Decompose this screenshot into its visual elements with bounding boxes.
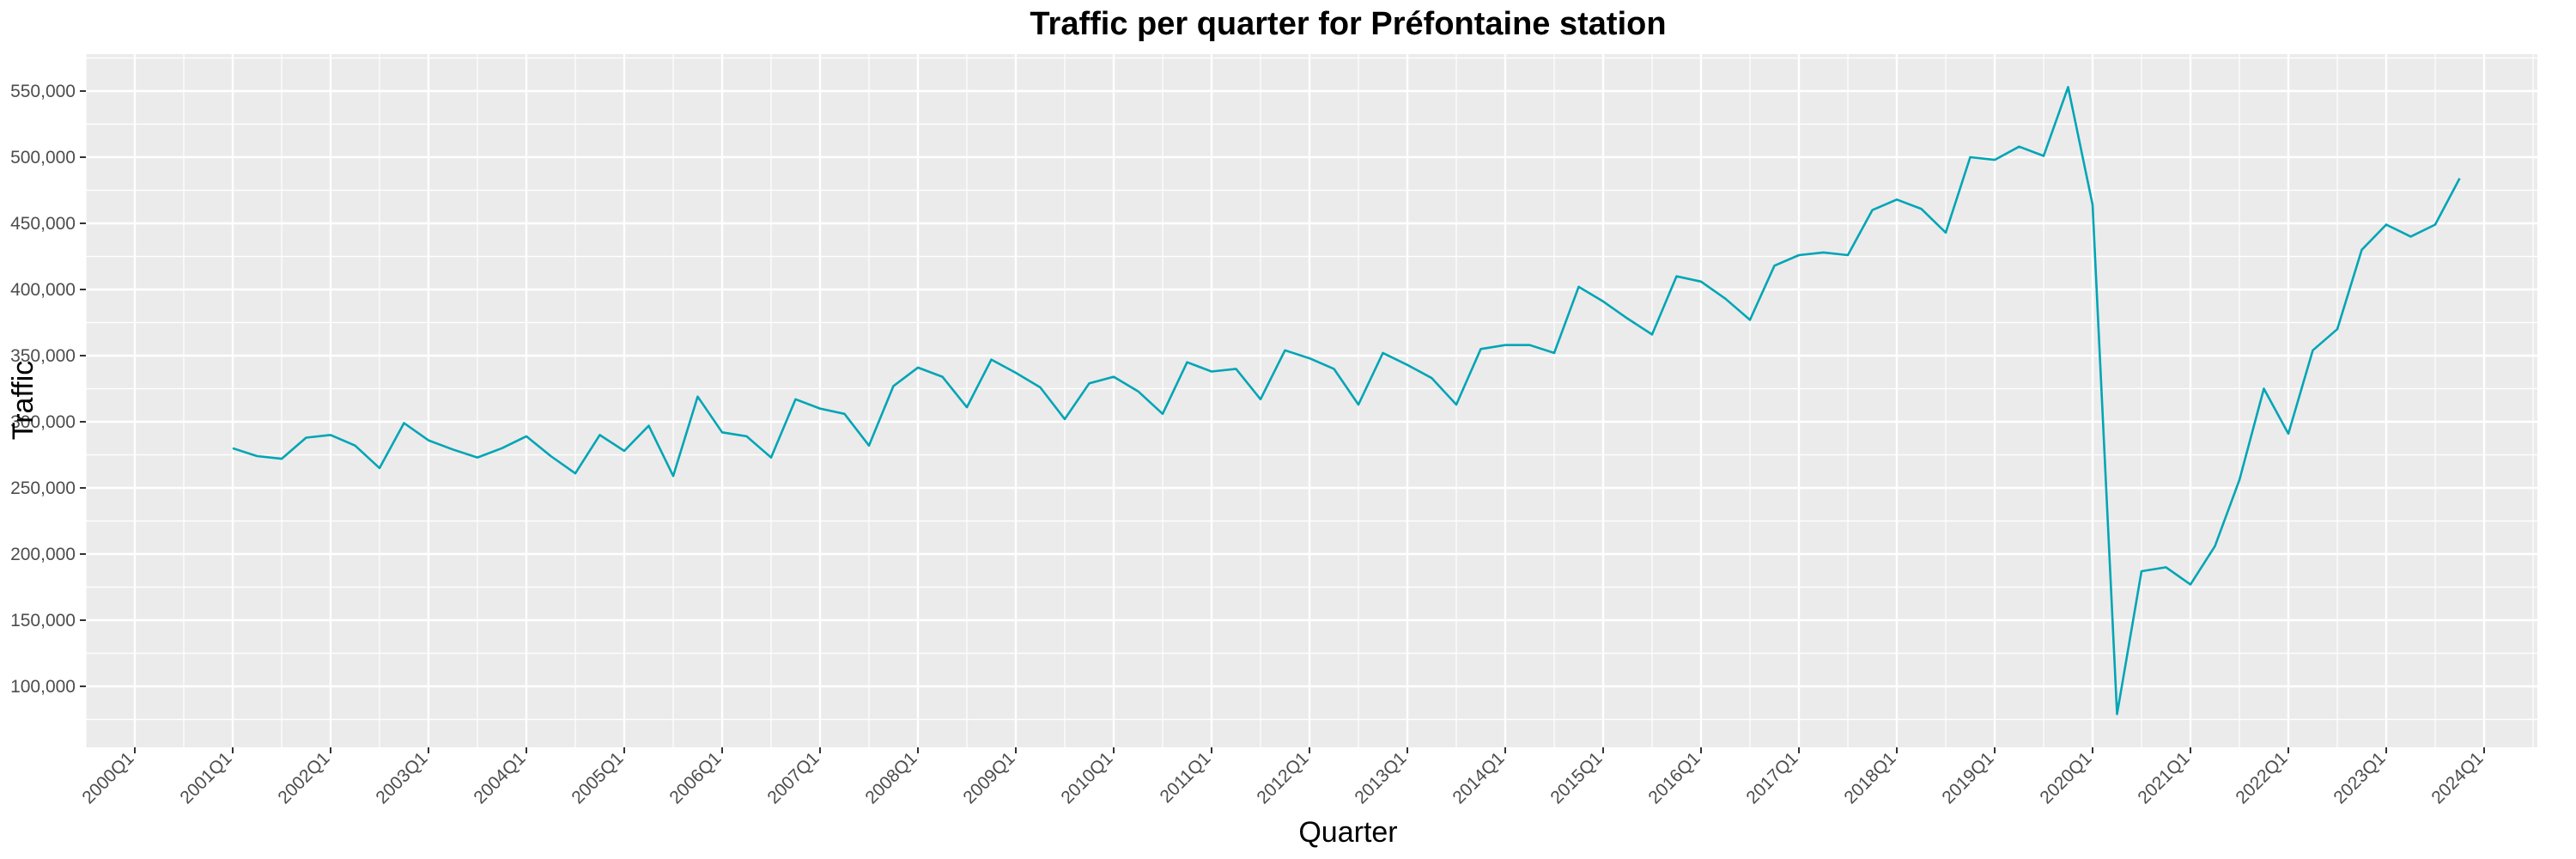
y-axis-title: Traffic: [7, 361, 39, 441]
x-tick-label: 2022Q1: [2232, 748, 2291, 807]
x-tick-label: 2012Q1: [1253, 748, 1312, 807]
x-tick-label: 2007Q1: [763, 748, 823, 807]
y-axis: 100,000 150,000 200,000 250,000 300,000 350,0…: [10, 82, 86, 697]
x-tick-label: 2015Q1: [1546, 748, 1606, 807]
y-tick-label: 550,000: [10, 82, 76, 101]
y-tick-label: 450,000: [10, 214, 76, 234]
y-tick-label: 300,000: [10, 412, 76, 432]
x-tick-label: 2021Q1: [2134, 748, 2193, 807]
x-tick-label: 2014Q1: [1449, 748, 1508, 807]
minor-gridlines: [85, 54, 2537, 747]
traffic-line: [232, 86, 2461, 716]
x-tick-label: 2000Q1: [78, 748, 137, 807]
x-tick-label: 2016Q1: [1644, 748, 1704, 807]
x-tick-label: 2018Q1: [1840, 748, 1899, 807]
x-tick-label: 2001Q1: [176, 748, 235, 807]
x-axis-title: Quarter: [1298, 816, 1397, 849]
x-tick-label: 2010Q1: [1057, 748, 1116, 807]
x-tick-label: 2024Q1: [2427, 748, 2487, 807]
x-tick-label: 2004Q1: [470, 748, 529, 807]
chart-title: Traffic per quarter for Préfontaine stat…: [1030, 6, 1666, 42]
y-tick-label: 500,000: [10, 148, 76, 168]
y-tick-label: 100,000: [10, 677, 76, 697]
x-tick-label: 2017Q1: [1742, 748, 1801, 807]
plot-panel: [86, 54, 2537, 747]
x-tick-label: 2009Q1: [959, 748, 1018, 807]
y-tick-label: 200,000: [10, 545, 76, 564]
x-tick-label: 2011Q1: [1157, 748, 1215, 807]
x-tick-label: 2006Q1: [665, 748, 725, 807]
y-tick-label: 150,000: [10, 611, 76, 631]
y-tick-label: 400,000: [10, 280, 76, 300]
x-tick-label: 2013Q1: [1351, 748, 1410, 807]
x-tick-label: 2002Q1: [274, 748, 333, 807]
x-axis: 2000Q1 2001Q1 2002Q1 2003Q1 2004Q1 2005Q1 2006…: [78, 747, 2488, 807]
x-tick-label: 2019Q1: [1938, 748, 1997, 807]
x-tick-label: 2005Q1: [568, 748, 627, 807]
x-tick-label: 2023Q1: [2330, 748, 2389, 807]
y-tick-label: 250,000: [10, 478, 76, 498]
major-gridlines: [86, 54, 2537, 747]
x-tick-label: 2020Q1: [2036, 748, 2095, 807]
y-tick-label: 350,000: [10, 346, 76, 366]
x-tick-label: 2008Q1: [861, 748, 920, 807]
x-tick-label: 2003Q1: [372, 748, 431, 807]
